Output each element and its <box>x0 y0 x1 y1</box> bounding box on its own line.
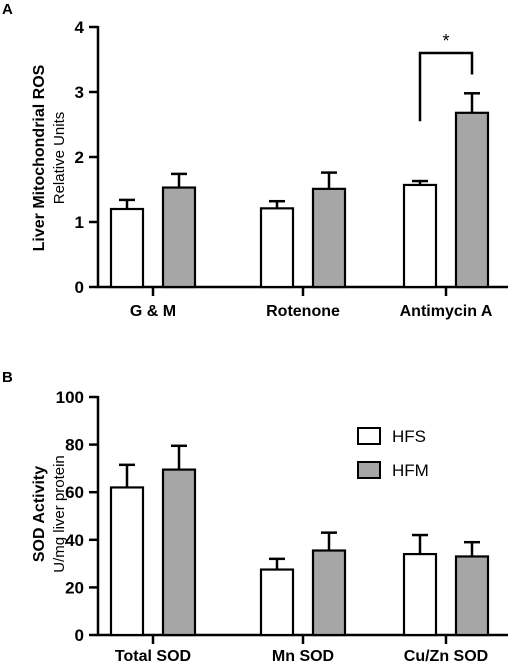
panel-b-y-axis-title: SOD Activity <box>31 466 48 562</box>
panel-a-bar-hfm <box>311 187 347 289</box>
panel-b-x-tick-label: Total SOD <box>115 648 191 664</box>
panel-b-x-tick-label: Mn SOD <box>272 648 334 664</box>
panel-a-x-tick-label: Antimycin A <box>400 303 493 320</box>
panel-b-bar-hfs <box>109 486 145 637</box>
panel-a-significance-bracket <box>418 51 474 122</box>
panel-a-y-tick-label: 0 <box>75 278 84 297</box>
panel-b-legend-label-hfs: HFS <box>392 427 426 446</box>
panel-b-y-tick-label: 60 <box>65 483 84 502</box>
panel-a-significance-star: * <box>442 31 449 51</box>
panel-b-x-tick-label: Cu/Zn SOD <box>404 648 488 664</box>
panel-a-letter: A <box>2 1 13 18</box>
panel-b-y-tick-label: 20 <box>65 578 84 597</box>
panel-b-bar-hfs <box>259 568 295 637</box>
panel-b-bar-hfm <box>454 555 490 637</box>
panel-b-y-tick-label: 80 <box>65 436 84 455</box>
panel-a-y-axis-title: Liver Mitochondrial ROS <box>31 64 48 251</box>
panel-a-bar-hfs <box>259 207 295 289</box>
panel-b-legend-swatch-hfs <box>357 427 381 445</box>
panel-b-legend-label-hfm: HFM <box>392 461 429 480</box>
panel-a-bar-hfm <box>161 186 197 289</box>
panel-a-plot: 0 1 2 3 4 G & M Rotenone Antimycin A * <box>75 18 508 320</box>
panel-b-y-tick-label: 40 <box>65 531 84 550</box>
panel-a-x-tick-label: Rotenone <box>266 303 340 320</box>
panel-b-y-tick-label: 100 <box>56 388 84 407</box>
panel-b-bar-hfm <box>311 549 347 637</box>
panel-b-letter: B <box>2 369 13 386</box>
panel-a-y-axis-subtitle: Relative Units <box>51 112 68 205</box>
panel-b-y-tick-label: 0 <box>75 626 84 645</box>
panel-b-legend-swatch-hfm <box>357 461 381 479</box>
panel-b-y-axis-subtitle: U/mg liver protein <box>51 455 68 573</box>
panel-a-x-tick-label: G & M <box>130 303 176 320</box>
panel-a-y-tick-label: 4 <box>75 18 85 37</box>
panel-b-bar-hfm <box>161 468 197 637</box>
panel-a-y-tick-label: 1 <box>75 213 84 232</box>
panel-a-y-tick-label: 2 <box>75 148 84 167</box>
panel-b-plot: 0 20 40 60 80 100 Total SOD Mn SOD Cu/Zn SOD HFS H… <box>56 388 508 664</box>
panel-a-bar-hfs <box>109 207 145 289</box>
panel-b-bar-hfs <box>402 552 438 637</box>
panel-a-y-tick-label: 3 <box>75 83 84 102</box>
panel-a-bar-hfm <box>454 111 490 289</box>
panel-a-bar-hfs <box>402 183 438 289</box>
